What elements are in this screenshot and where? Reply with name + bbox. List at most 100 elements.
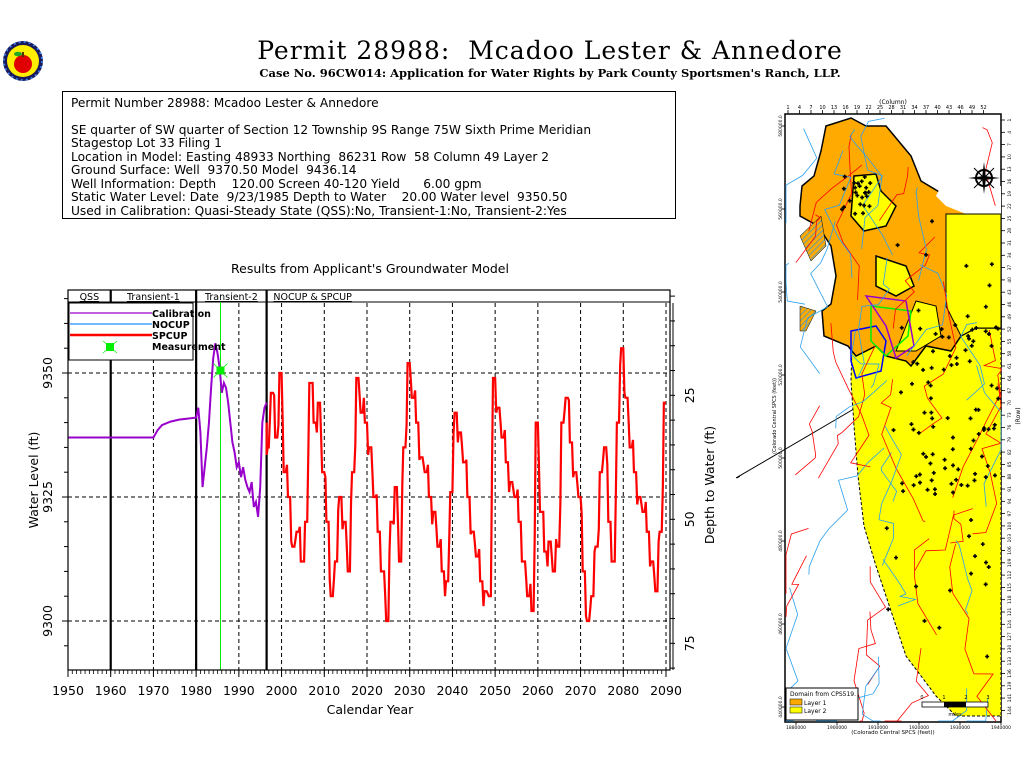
well-marker [966,334,971,339]
map-left-axis: 580000.0 560000.0 540000.0 520000.0 500000.0… [778,115,785,718]
well-marker [921,451,926,456]
well-marker [946,335,951,340]
well-marker [992,473,997,478]
map-left-tick-label: 560000.0 [778,198,784,220]
well-marker [942,457,947,462]
map-left-tick-label: 540000.0 [778,281,784,303]
calibration-outline-green [870,305,912,358]
svg-text:1: 1 [942,695,945,701]
well-marker [886,607,891,612]
map-row-tick-label: 97 [1007,511,1013,517]
x-tick-label: 2020 [351,683,383,698]
series-layer [68,302,666,670]
well-marker [970,327,975,332]
river-line [850,330,880,388]
y2-tick-label: 50 [682,511,697,527]
well-marker [914,584,919,589]
well-marker [986,565,991,570]
well-marker [992,422,997,427]
well-marker [930,349,935,354]
legend-label-spcup: SPCUP [152,331,187,342]
well-marker [983,582,988,587]
well-marker [911,427,916,432]
well-marker [939,327,944,332]
well-marker [859,179,864,184]
map-left-tick-label: 580000.0 [778,115,784,137]
map-column-tick-label: 31 [900,105,906,111]
well-marker [858,202,863,207]
x-tick-label: 2000 [266,683,298,698]
well-marker [950,435,955,440]
map-row-tick-label: 52 [1007,326,1013,332]
map-blank-area [936,186,1001,214]
map-bottom-tick-label: 1930000 [950,725,970,731]
info-line-location-legal: SE quarter of SW quarter of Section 12 T… [71,122,592,137]
well-marker [979,454,984,459]
legend-label-calibration: Calibration [152,309,211,320]
map-column-tick-label: 37 [923,105,929,111]
well-marker [918,326,923,331]
well-marker [989,343,994,348]
info-line-static-water-level: Static Water Level: Date 9/23/1985 Depth… [71,190,568,204]
map-row-tick-label: 141 [1007,694,1013,703]
well-marker [895,243,900,248]
river-line [785,262,806,305]
series-line-spcup [265,347,666,623]
road-line [818,345,876,479]
well-marker [980,542,985,547]
well-marker [967,534,972,539]
map-column-tick-label: 28 [888,105,894,111]
well-marker [983,329,988,334]
map-row-tick-label: 124 [1007,620,1013,629]
well-marker [863,190,868,195]
well-marker [931,470,936,475]
well-marker [954,477,959,482]
map-right-axis: 1 4 7 10 13 16 19 22 25 28 31 34 37 40 43 46 49 52 55 58 61 6… [1001,118,1013,715]
map-row-tick-label: 43 [1007,289,1013,295]
road-line [853,611,876,722]
map-column-tick-label: 40 [934,105,940,111]
well-marker [867,204,872,209]
x-tick-label: 1950 [52,683,84,698]
road-line [795,214,821,263]
well-marker [860,195,865,200]
well-marker [853,211,858,216]
well-marker [853,185,858,190]
well-marker [911,360,916,365]
map-row-tick-label: 1 [1007,118,1013,121]
map-bottom-axis-label: (Colorado Central SPCS (feet)) [851,730,934,736]
road-line [878,166,909,221]
road-line [880,379,926,523]
x-tick-label: 2090 [650,683,682,698]
well-marker [894,555,899,560]
well-marker [969,518,974,523]
legend-swatch-layer-2 [789,706,803,714]
well-marker [969,571,974,576]
well-marker [971,438,976,443]
x-tick-label: 2010 [308,683,340,698]
well-marker [973,407,978,412]
road-line [785,555,807,617]
well-marker [967,359,972,364]
map-row-tick-label: 103 [1007,534,1013,543]
well-marker [995,326,1000,331]
map-row-tick-label: 58 [1007,351,1013,357]
well-marker [996,396,1001,401]
permit-info-box: Permit Number 28988: Mcadoo Lester & Ann… [62,91,676,219]
layer-2-island [850,173,897,232]
x-tick-label: 1990 [223,683,255,698]
road-line [918,281,957,435]
river-line [976,365,1002,507]
river-line [808,447,885,575]
well-marker [981,427,986,432]
well-marker [916,430,921,435]
well-marker [963,348,968,353]
x-tick-label: 1980 [180,683,212,698]
map-row-tick-label: 79 [1007,437,1013,443]
map-legend: Domain from CPS519. Layer 1 Layer 2 [785,687,859,721]
map-row-tick-label: 130 [1007,644,1013,653]
map-row-tick-label: 100 [1007,521,1013,530]
well-marker [953,323,958,328]
map-bottom-axis: 1880000 1900000 1910000 1920000 1930000 19400… [786,722,1011,731]
